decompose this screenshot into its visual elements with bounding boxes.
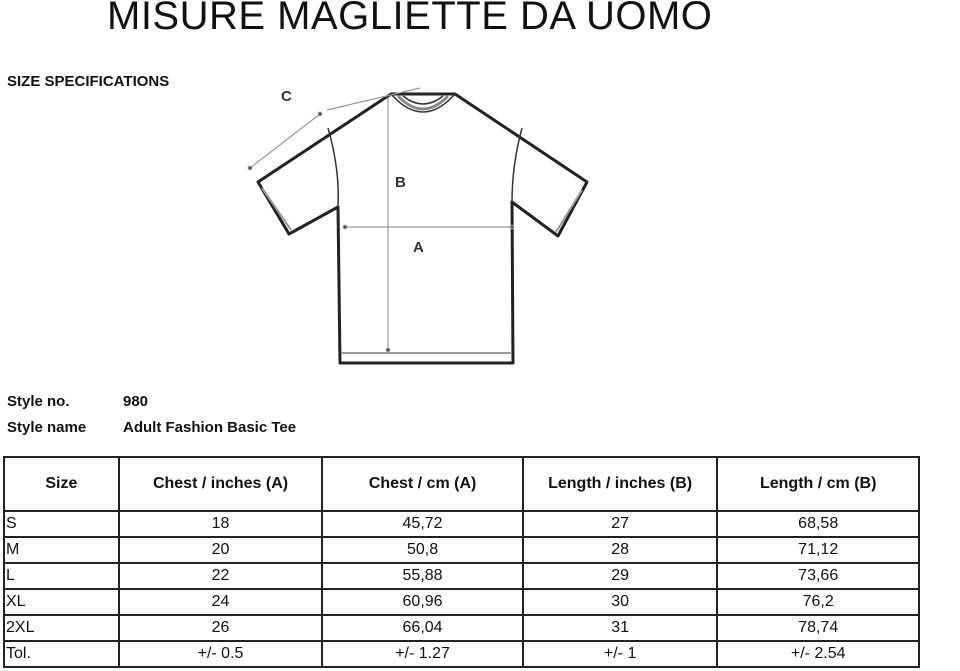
value-cell: 76,2: [716, 588, 920, 616]
style-number-label: Style no.: [7, 393, 70, 410]
value-cell: 45,72: [321, 510, 524, 538]
collar-rib: [396, 94, 450, 111]
value-cell: 31: [521, 614, 719, 642]
table-header-row: Size Chest / inches (A) Chest / cm (A) L…: [3, 456, 920, 512]
style-name-value: Adult Fashion Basic Tee: [123, 419, 297, 436]
table-row: Tol. +/- 0.5 +/- 1.27 +/- 1 +/- 2.54: [3, 640, 920, 668]
style-number-value: 980: [123, 393, 149, 410]
size-cell: L: [3, 562, 120, 590]
size-cell: Tol.: [3, 640, 120, 668]
value-cell: +/- 0.5: [117, 640, 324, 668]
header-length-inches: Length / inches (B): [521, 456, 719, 512]
value-cell: 18: [117, 510, 324, 538]
left-seam: [327, 127, 340, 208]
style-name-label: Style name: [7, 419, 87, 436]
size-table: Size Chest / inches (A) Chest / cm (A) L…: [3, 456, 920, 668]
value-cell: 26: [117, 614, 324, 642]
value-cell: 71,12: [716, 536, 920, 564]
value-cell: 22: [117, 562, 324, 590]
tshirt-outline: [256, 92, 589, 365]
value-cell: 29: [521, 562, 719, 590]
measure-lines: [247, 87, 515, 353]
size-cell: 2XL: [3, 614, 120, 642]
value-cell: 60,96: [321, 588, 524, 616]
header-chest-cm: Chest / cm (A): [321, 456, 524, 512]
value-cell: 78,74: [716, 614, 920, 642]
header-chest-inches: Chest / inches (A): [117, 456, 324, 512]
value-cell: +/- 2.54: [716, 640, 920, 668]
section-heading: SIZE SPECIFICATIONS: [7, 73, 170, 90]
tshirt-diagram: C B A: [247, 87, 589, 365]
table-row: L 22 55,88 29 73,66: [3, 562, 920, 590]
table-row: XL 24 60,96 30 76,2: [3, 588, 920, 616]
value-cell: 20: [117, 536, 324, 564]
value-cell: 30: [521, 588, 719, 616]
value-cell: 66,04: [321, 614, 524, 642]
size-cell: S: [3, 510, 120, 538]
page-title: MISURE MAGLIETTE DA UOMO: [107, 0, 713, 38]
value-cell: 73,66: [716, 562, 920, 590]
value-cell: +/- 1.27: [321, 640, 524, 668]
value-cell: 55,88: [321, 562, 524, 590]
table-row: M 20 50,8 28 71,12: [3, 536, 920, 564]
header-size: Size: [3, 456, 120, 512]
value-cell: 24: [117, 588, 324, 616]
value-cell: +/- 1: [521, 640, 719, 668]
size-cell: M: [3, 536, 120, 564]
table-row: 2XL 26 66,04 31 78,74: [3, 614, 920, 642]
right-seam: [511, 127, 523, 203]
collar-inner: [402, 95, 444, 105]
label-a: A: [413, 239, 424, 256]
collar-outer: [390, 93, 456, 113]
header-length-cm: Length / cm (B): [716, 456, 920, 512]
measure-line-c: [249, 113, 321, 169]
table-row: S 18 45,72 27 68,58: [3, 510, 920, 538]
size-cell: XL: [3, 588, 120, 616]
value-cell: 50,8: [321, 536, 524, 564]
value-cell: 28: [521, 536, 719, 564]
value-cell: 68,58: [716, 510, 920, 538]
label-b: B: [395, 174, 406, 191]
label-c: C: [281, 88, 292, 105]
value-cell: 27: [521, 510, 719, 538]
